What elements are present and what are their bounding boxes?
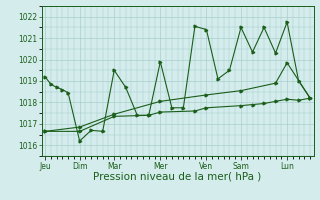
X-axis label: Pression niveau de la mer( hPa ): Pression niveau de la mer( hPa ) [93, 172, 262, 182]
